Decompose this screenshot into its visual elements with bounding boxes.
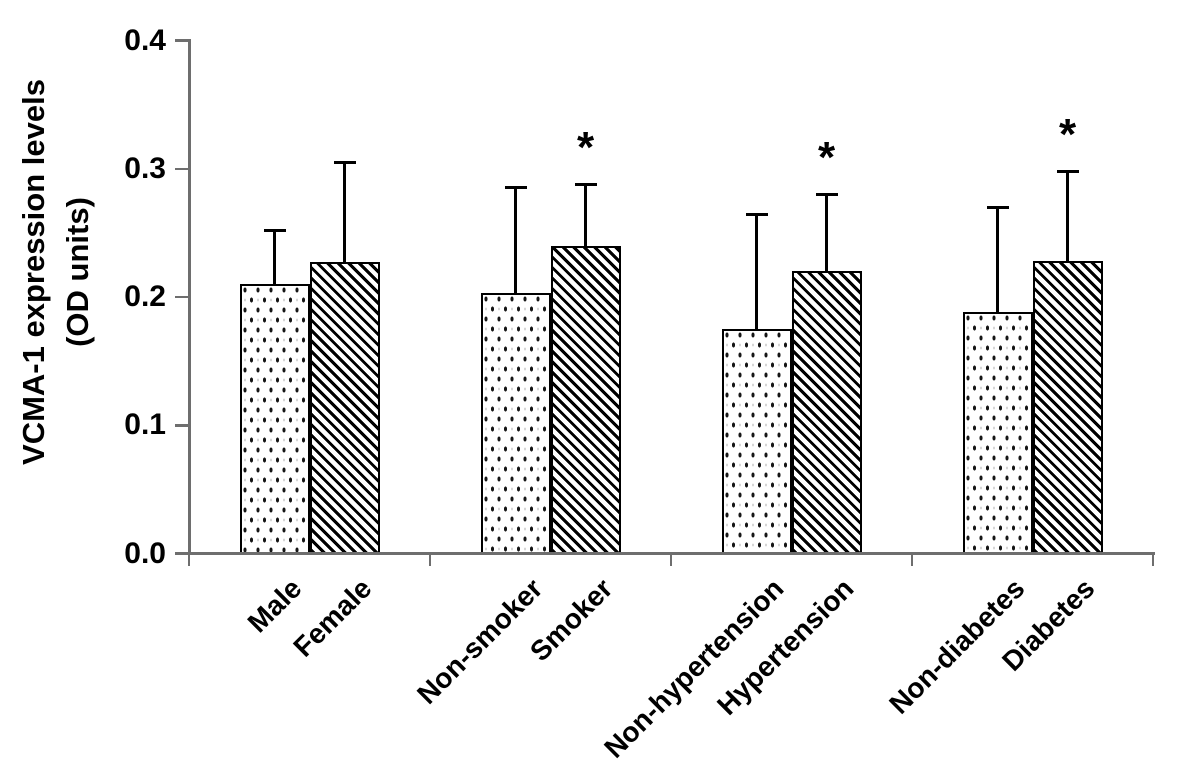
y-axis-tick	[175, 167, 188, 170]
bar-non-smoker	[480, 293, 551, 555]
error-bar-whisker	[273, 230, 276, 285]
y-tick-label: 0.0	[124, 536, 166, 570]
error-bar-cap	[574, 182, 597, 186]
bar-diabetes	[1032, 261, 1103, 555]
bar-female	[309, 262, 380, 555]
error-bar-whisker	[996, 207, 999, 313]
x-axis-tick	[1151, 555, 1155, 566]
bar-smoker	[550, 245, 621, 555]
error-bar-cap	[263, 228, 286, 232]
y-axis-tick	[175, 424, 188, 427]
error-bar-cap	[1056, 169, 1079, 173]
y-tick-label: 0.4	[124, 23, 166, 57]
error-bar-whisker	[755, 214, 758, 330]
error-bar-cap	[504, 186, 527, 190]
bar-non-hypertension	[721, 329, 792, 555]
y-axis-tick	[175, 39, 188, 42]
y-axis-tick	[175, 295, 188, 299]
error-bar-whisker	[825, 194, 828, 272]
bar-hypertension	[791, 271, 862, 555]
significance-asterisk: *	[576, 123, 595, 173]
bar-male	[239, 284, 310, 555]
y-tick-label: 0.3	[124, 151, 166, 185]
x-axis-tick	[669, 555, 673, 566]
x-axis-tick	[910, 555, 914, 566]
error-bar-whisker	[584, 184, 587, 246]
significance-asterisk: *	[1058, 110, 1077, 160]
error-bar-whisker	[343, 162, 346, 263]
x-axis-tick	[428, 555, 432, 566]
bar-non-diabetes	[962, 312, 1033, 555]
error-bar-cap	[745, 213, 768, 217]
error-bar-whisker	[514, 187, 517, 294]
error-bar-cap	[333, 160, 356, 164]
x-axis-tick	[187, 555, 191, 566]
x-axis-line	[187, 552, 1155, 555]
error-bar-cap	[986, 205, 1009, 209]
y-axis-title-line1: VCMA-1 expression levels	[16, 79, 51, 465]
y-axis-line	[188, 39, 191, 555]
y-tick-label: 0.1	[124, 408, 166, 442]
significance-asterisk: *	[817, 133, 836, 183]
y-axis-tick	[175, 552, 188, 555]
error-bar-whisker	[1066, 171, 1069, 262]
y-tick-label: 0.2	[124, 280, 166, 313]
error-bar-cap	[815, 192, 838, 196]
